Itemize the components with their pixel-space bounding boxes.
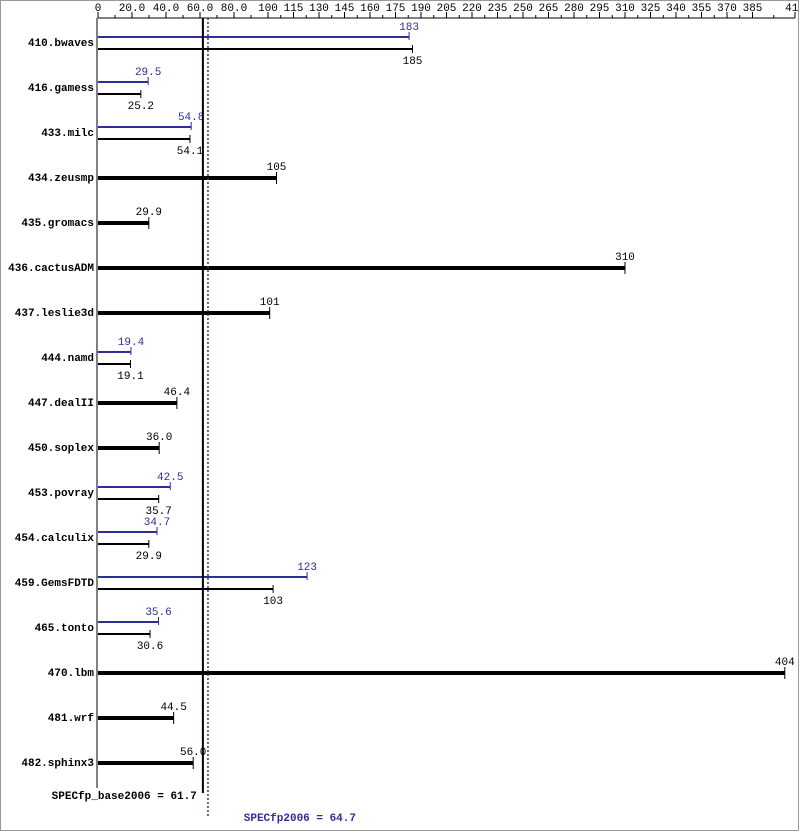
y-tick-label: 453.povray: [28, 488, 94, 500]
y-tick-label: 410.bwaves: [28, 38, 94, 50]
value-label: 25.2: [128, 101, 154, 113]
base-bar: [98, 138, 190, 140]
y-tick-label: 481.wrf: [48, 713, 95, 725]
x-tick-label: 20.0: [119, 3, 145, 15]
value-label: 183: [399, 22, 419, 34]
value-label: 54.1: [177, 146, 204, 158]
y-tick-label: 435.gromacs: [21, 218, 94, 230]
value-label: 56.0: [180, 747, 206, 759]
peak-bar: [98, 531, 157, 533]
y-tick-label: 454.calculix: [15, 533, 95, 545]
value-label: 101: [260, 297, 280, 309]
value-label: 46.4: [164, 387, 191, 399]
value-label: 123: [297, 562, 317, 574]
value-label: 404: [775, 657, 795, 669]
peak-bar: [98, 621, 159, 623]
x-tick-label: 40.0: [153, 3, 179, 15]
x-tick-label: 80.0: [221, 3, 247, 15]
x-tick-label: 235: [488, 3, 508, 15]
base-bar: [98, 48, 413, 50]
x-tick-label: 130: [309, 3, 329, 15]
y-tick-label: 436.cactusADM: [8, 263, 94, 275]
bar: [98, 761, 194, 765]
y-tick-label: 459.GemsFDTD: [15, 578, 95, 590]
x-tick-label: 0: [95, 3, 102, 15]
peak-bar: [98, 351, 131, 353]
x-tick-label: 250: [513, 3, 533, 15]
bar: [98, 221, 149, 225]
bar: [98, 401, 177, 405]
x-tick-label: 220: [462, 3, 482, 15]
x-tick-label: 265: [539, 3, 559, 15]
x-tick-label: 145: [335, 3, 355, 15]
bar: [98, 671, 785, 675]
value-label: 19.1: [117, 371, 144, 383]
x-tick-label: 115: [284, 3, 304, 15]
x-tick-label: 100: [258, 3, 278, 15]
value-label: 35.6: [145, 607, 171, 619]
x-tick-label: 355: [692, 3, 712, 15]
peak-bar: [98, 126, 192, 128]
bar: [98, 716, 174, 720]
value-label: 29.9: [136, 207, 162, 219]
y-tick-label: 434.zeusmp: [28, 173, 94, 185]
value-label: 310: [615, 252, 635, 264]
value-label: 29.9: [136, 551, 162, 563]
value-label: 44.5: [160, 702, 186, 714]
x-tick-label: 175: [386, 3, 406, 15]
x-tick-label: 310: [615, 3, 635, 15]
y-tick-label: 470.lbm: [48, 668, 95, 680]
y-tick-label: 416.gamess: [28, 83, 94, 95]
value-label: 185: [403, 56, 423, 68]
y-tick-label: 450.soplex: [28, 443, 94, 455]
x-tick-label: 190: [411, 3, 431, 15]
value-label: 42.5: [157, 472, 183, 484]
x-tick-label: 385: [743, 3, 763, 15]
x-tick-label: 340: [666, 3, 686, 15]
bar: [98, 311, 270, 315]
value-label: 29.5: [135, 67, 161, 79]
base-bar: [98, 543, 149, 545]
reference-label: SPECfp2006 = 64.7: [244, 813, 356, 825]
peak-bar: [98, 81, 149, 83]
base-bar: [98, 363, 131, 365]
y-tick-label: 444.namd: [41, 353, 94, 365]
x-tick-label: 295: [590, 3, 610, 15]
value-label: 103: [263, 596, 283, 608]
value-label: 54.8: [178, 112, 204, 124]
reference-label: SPECfp_base2006 = 61.7: [52, 791, 197, 803]
base-bar: [98, 633, 151, 635]
base-bar: [98, 588, 274, 590]
y-tick-label: 437.leslie3d: [15, 308, 94, 320]
value-label: 19.4: [118, 337, 145, 349]
x-tick-label: 410: [785, 3, 799, 15]
value-label: 35.7: [145, 506, 171, 518]
peak-bar: [98, 36, 410, 38]
x-tick-label: 160: [360, 3, 380, 15]
value-label: 105: [267, 162, 287, 174]
bar: [98, 266, 625, 270]
base-bar: [98, 93, 141, 95]
peak-bar: [98, 486, 171, 488]
x-tick-label: 60.0: [187, 3, 213, 15]
value-label: 30.6: [137, 641, 163, 653]
x-tick-label: 280: [564, 3, 584, 15]
value-label: 36.0: [146, 432, 172, 444]
x-tick-label: 205: [437, 3, 457, 15]
y-tick-label: 482.sphinx3: [21, 758, 94, 770]
y-tick-label: 465.tonto: [35, 623, 95, 635]
bar: [98, 176, 277, 180]
bar: [98, 446, 160, 450]
x-tick-label: 370: [717, 3, 737, 15]
y-tick-label: 433.milc: [41, 128, 94, 140]
base-bar: [98, 498, 159, 500]
value-label: 34.7: [144, 517, 170, 529]
x-tick-label: 325: [641, 3, 661, 15]
y-tick-label: 447.dealII: [28, 398, 94, 410]
